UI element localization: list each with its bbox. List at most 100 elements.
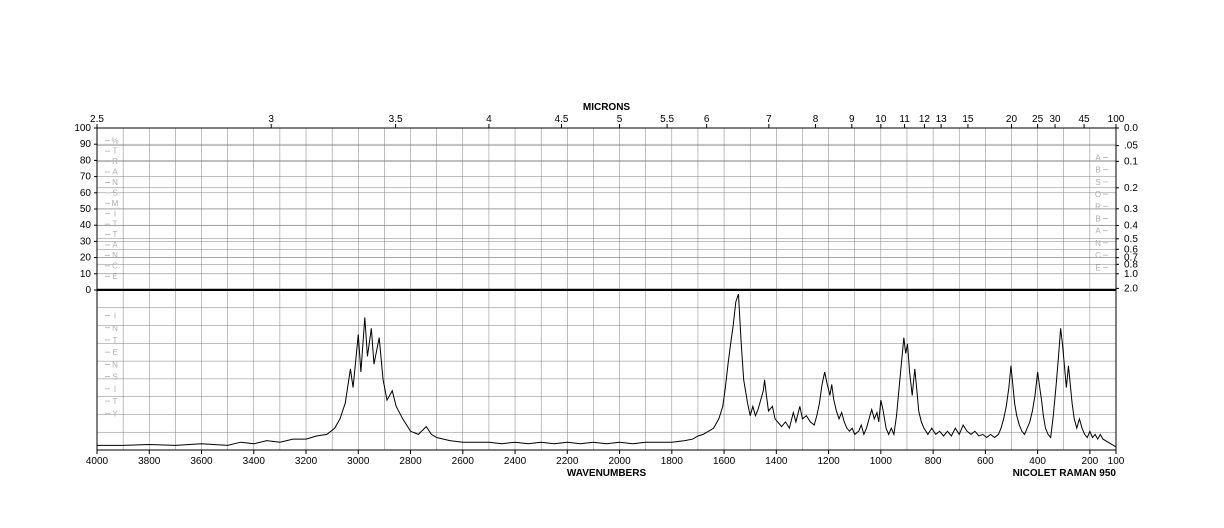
side-letter: E: [1095, 263, 1100, 272]
micron-tick-label: 3.5: [389, 114, 403, 125]
side-letter: I: [114, 312, 116, 321]
x-tick-label: 400: [1029, 456, 1046, 467]
side-letter: N: [112, 360, 118, 369]
side-letter: B: [1095, 215, 1100, 224]
micron-tick-label: 4.5: [555, 114, 569, 125]
side-letter: T: [113, 230, 118, 239]
x-tick-label: 2600: [452, 456, 475, 467]
y-tick-label: 60: [80, 188, 92, 199]
x-tick-label: 4000: [86, 456, 109, 467]
x-tick-label: 200: [1082, 456, 1099, 467]
abs-tick-label: .05: [1124, 141, 1138, 152]
side-letter: C: [112, 261, 118, 270]
side-letter: I: [114, 209, 116, 218]
micron-tick-label: 100: [1108, 114, 1125, 125]
side-letter: E: [112, 348, 117, 357]
side-letter: N: [1095, 239, 1101, 248]
side-letter: N: [112, 324, 118, 333]
side-letter: A: [1095, 227, 1101, 236]
y-tick-label: 80: [80, 155, 92, 166]
x-tick-label: 3200: [295, 456, 318, 467]
side-letter: Y: [112, 409, 118, 418]
x-tick-label: 3600: [190, 456, 213, 467]
y-tick-label: 10: [80, 269, 92, 280]
micron-tick-label: 4: [486, 114, 492, 125]
micron-tick-label: 8: [813, 114, 819, 125]
abs-tick-label: 2.0: [1124, 283, 1138, 294]
micron-tick-label: 10: [875, 114, 887, 125]
x-tick-label: 2000: [608, 456, 631, 467]
side-letter: N: [112, 251, 118, 260]
micron-tick-label: 20: [1006, 114, 1018, 125]
side-letter: S: [112, 188, 117, 197]
branding-label: NICOLET RAMAN 950: [1013, 468, 1117, 479]
y-tick-label: 20: [80, 253, 92, 264]
y-tick-label: 70: [80, 172, 92, 183]
micron-tick-label: 15: [962, 114, 974, 125]
micron-tick-label: 9: [849, 114, 855, 125]
side-letter: T: [113, 336, 118, 345]
side-letter: N: [112, 178, 118, 187]
micron-tick-label: 11: [899, 114, 910, 125]
y-tick-label: 90: [80, 139, 92, 150]
side-letter: A: [1095, 154, 1101, 163]
side-letter: S: [1095, 178, 1100, 187]
micron-tick-label: 3: [268, 114, 274, 125]
side-letter: A: [112, 168, 118, 177]
side-letter: E: [112, 272, 117, 281]
spectrum-chart: 4000380036003400320030002800260024002200…: [0, 0, 1224, 528]
micron-tick-label: 45: [1079, 114, 1091, 125]
side-letter: I: [114, 385, 116, 394]
side-letter: C: [1095, 251, 1101, 260]
x-tick-label: 3800: [138, 456, 161, 467]
abs-tick-label: 0.5: [1124, 234, 1138, 245]
side-letter: %: [111, 136, 118, 145]
x-tick-label: 1800: [661, 456, 684, 467]
side-letter: R: [1095, 202, 1101, 211]
micron-tick-label: 5.5: [660, 114, 674, 125]
y-tick-label: 100: [74, 123, 91, 134]
abs-tick-label: 0.0: [1124, 123, 1138, 134]
x-tick-label: 1200: [817, 456, 840, 467]
abs-tick-label: 0.3: [1124, 204, 1138, 215]
x-tick-label: 100: [1108, 456, 1125, 467]
side-letter: A: [112, 241, 118, 250]
x-axis-title: WAVENUMBERS: [567, 468, 647, 479]
chart-container: 4000380036003400320030002800260024002200…: [0, 0, 1224, 528]
abs-tick-label: 1.0: [1124, 269, 1138, 280]
abs-tick-label: 0.2: [1124, 183, 1138, 194]
micron-tick-label: 7: [766, 114, 772, 125]
micron-tick-label: 2.5: [90, 114, 104, 125]
side-letter: O: [1095, 190, 1101, 199]
abs-tick-label: 0.4: [1124, 221, 1138, 232]
x-tick-label: 1600: [713, 456, 736, 467]
micron-tick-label: 6: [704, 114, 710, 125]
micron-tick-label: 25: [1032, 114, 1044, 125]
micron-tick-label: 12: [919, 114, 931, 125]
y-tick-label: 50: [80, 204, 92, 215]
side-letter: T: [113, 397, 118, 406]
side-letter: S: [112, 373, 117, 382]
side-letter: T: [113, 147, 118, 156]
side-letter: B: [1095, 166, 1100, 175]
y-tick-label: 0: [85, 285, 91, 296]
abs-tick-label: 0.1: [1124, 156, 1138, 167]
x-tick-label: 2200: [556, 456, 579, 467]
x-tick-label: 3000: [347, 456, 370, 467]
micron-tick-label: 5: [617, 114, 623, 125]
x-tick-label: 600: [977, 456, 994, 467]
x-tick-label: 1000: [870, 456, 893, 467]
x-tick-label: 2400: [504, 456, 527, 467]
x-tick-label: 3400: [243, 456, 266, 467]
side-letter: M: [112, 199, 119, 208]
y-tick-label: 30: [80, 236, 92, 247]
micron-tick-label: 30: [1049, 114, 1061, 125]
side-letter: R: [112, 157, 118, 166]
micron-axis-title: MICRONS: [583, 102, 631, 113]
x-tick-label: 1400: [765, 456, 788, 467]
x-tick-label: 2800: [399, 456, 422, 467]
y-tick-label: 40: [80, 220, 92, 231]
x-tick-label: 800: [925, 456, 942, 467]
micron-tick-label: 13: [936, 114, 948, 125]
side-letter: T: [113, 220, 118, 229]
